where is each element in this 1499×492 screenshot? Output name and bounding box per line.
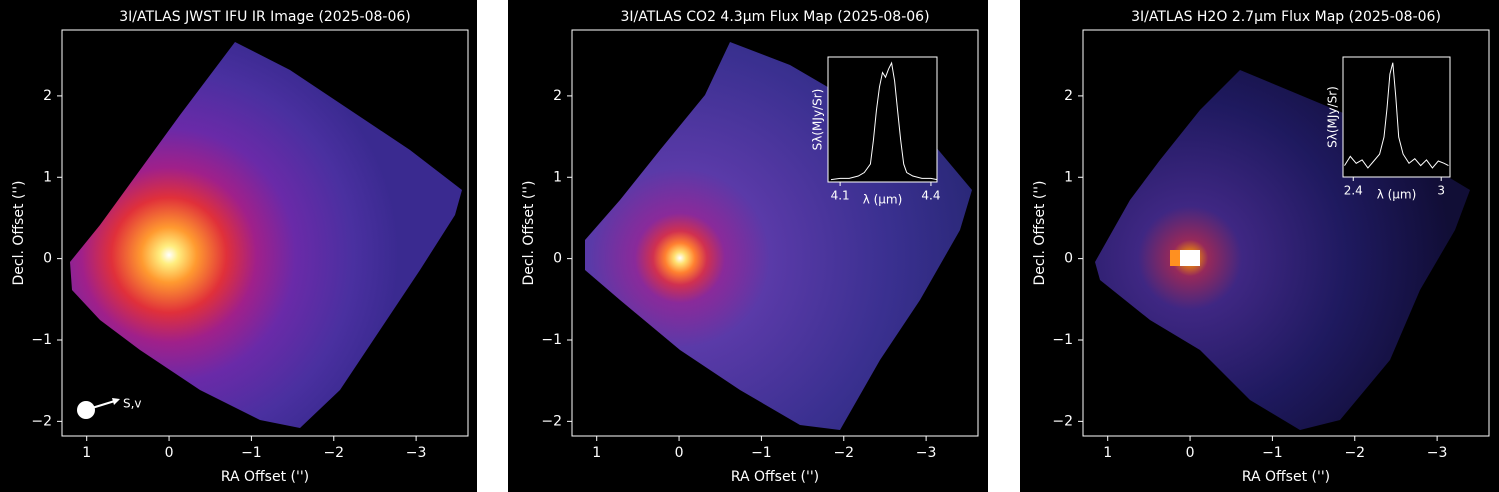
y-tick-label: −1	[1052, 332, 1073, 348]
arrow-head	[112, 398, 120, 405]
x-tick-label: −3	[1427, 445, 1448, 461]
x-tick-label: 1	[592, 445, 601, 461]
inset-x-tick-label: 3	[1437, 184, 1445, 198]
y-tick-label: −2	[1052, 413, 1073, 429]
y-tick-label: −2	[541, 413, 562, 429]
y-tick-label: 2	[43, 88, 52, 104]
inset-x-tick-label: 4.1	[831, 189, 850, 203]
y-tick-label: 2	[1064, 88, 1073, 104]
x-tick-label: −1	[751, 445, 772, 461]
x-tick-label: 0	[165, 445, 174, 461]
x-tick-label: −1	[1262, 445, 1283, 461]
x-tick-label: 1	[1103, 445, 1112, 461]
spectrum-line	[830, 61, 938, 181]
inset-y-label: Sλ(MJy/Sr)	[1326, 86, 1340, 148]
y-tick-label: 0	[1064, 251, 1073, 267]
inset-x-label: λ (μm)	[863, 193, 903, 207]
x-tick-label: −2	[1344, 445, 1365, 461]
x-tick-label: −3	[406, 445, 427, 461]
inset-y-label: Sλ(MJy/Sr)	[811, 89, 825, 151]
chart-title: 3I/ATLAS H2O 2.7μm Flux Map (2025-08-06)	[1131, 9, 1441, 25]
axes-frame	[61, 29, 469, 437]
y-axis-label: Decl. Offset ('')	[11, 180, 27, 285]
inset-frame	[1342, 56, 1451, 178]
y-tick-label: 1	[553, 169, 562, 185]
y-tick-label: 0	[553, 251, 562, 267]
y-axis-label: Decl. Offset ('')	[521, 180, 537, 285]
x-tick-label: −3	[916, 445, 937, 461]
spectrum-line	[1344, 62, 1449, 169]
chart-title: 3I/ATLAS CO2 4.3μm Flux Map (2025-08-06)	[620, 9, 929, 25]
inset-frame	[827, 56, 938, 183]
heatmap-peak	[1170, 250, 1180, 266]
x-tick-label: −2	[323, 445, 344, 461]
axes-frame	[571, 29, 979, 437]
x-axis-label: RA Offset ('')	[1242, 469, 1330, 485]
y-tick-label: 1	[1064, 169, 1073, 185]
axes-frame	[1082, 29, 1490, 437]
y-tick-label: −1	[31, 332, 52, 348]
y-tick-label: −1	[541, 332, 562, 348]
y-tick-label: 0	[43, 251, 52, 267]
inset-x-tick-label: 4.4	[921, 189, 940, 203]
heatmap-peak	[1180, 250, 1200, 266]
inset-x-tick-label: 2.4	[1344, 184, 1363, 198]
x-tick-label: 0	[675, 445, 684, 461]
x-axis-label: RA Offset ('')	[221, 469, 309, 485]
x-tick-label: −2	[833, 445, 854, 461]
x-axis-label: RA Offset ('')	[731, 469, 819, 485]
x-tick-label: −1	[241, 445, 262, 461]
chart-title: 3I/ATLAS JWST IFU IR Image (2025-08-06)	[119, 9, 410, 25]
y-tick-label: −2	[31, 413, 52, 429]
inset-x-label: λ (μm)	[1377, 188, 1417, 202]
x-tick-label: 0	[1186, 445, 1195, 461]
x-tick-label: 1	[82, 445, 91, 461]
heatmap-image	[70, 42, 462, 428]
annotation: S,v	[123, 397, 142, 411]
y-tick-label: 1	[43, 169, 52, 185]
y-tick-label: 2	[553, 88, 562, 104]
sun-marker	[77, 401, 95, 419]
y-axis-label: Decl. Offset ('')	[1032, 180, 1048, 285]
